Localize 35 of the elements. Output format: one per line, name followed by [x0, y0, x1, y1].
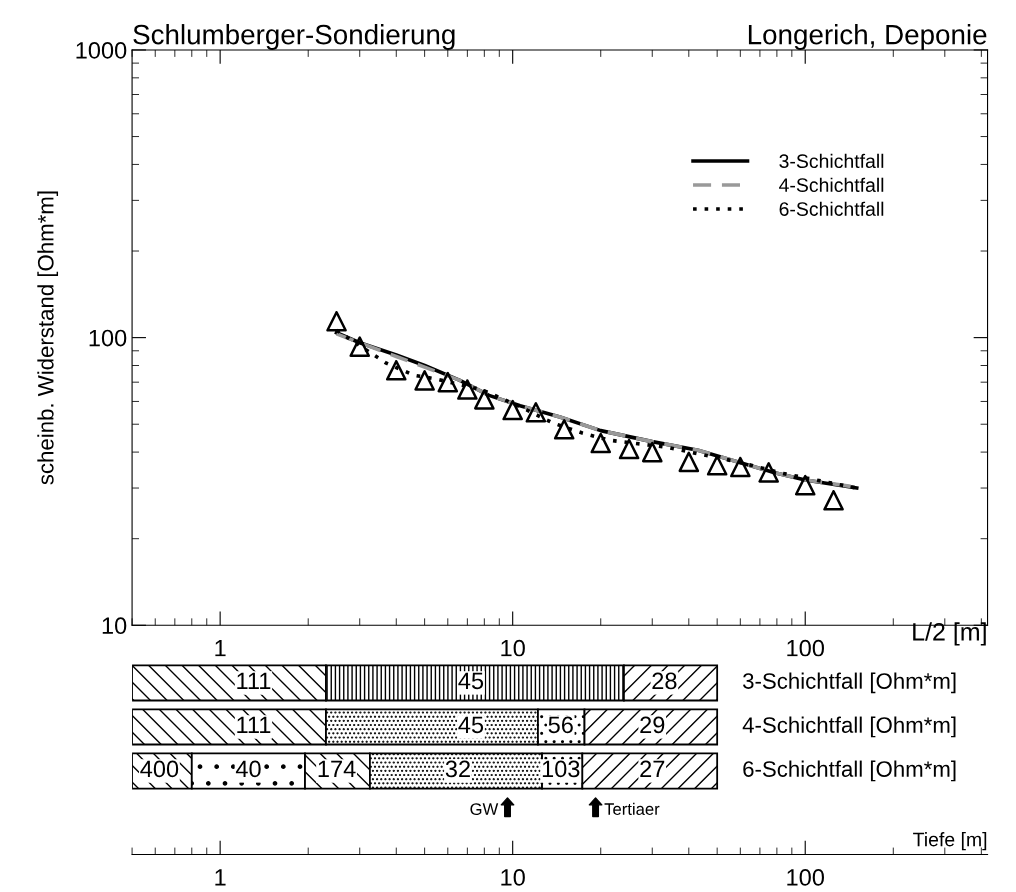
annotation: 27 — [640, 760, 665, 778]
legend-label: 6-Schichtfall — [779, 201, 884, 216]
annotation: GW — [470, 803, 499, 815]
annotation: 103 — [542, 760, 580, 778]
y-tick-label: 1000 — [76, 42, 127, 59]
y-tick-label: 3-Schichtfall [Ohm*m] — [743, 672, 956, 694]
x-tick-label: 100 — [787, 639, 824, 657]
annotation: 56 — [548, 716, 573, 734]
annotation: 400 — [140, 760, 179, 778]
annotation: 29 — [640, 716, 665, 734]
annotation: 111 — [237, 716, 271, 734]
annotation: 28 — [652, 672, 677, 690]
legend-label: 4-Schichtfall — [779, 177, 884, 192]
y-tick-label: 100 — [89, 329, 127, 347]
annotation: 45 — [458, 716, 484, 734]
x-tick-label: 10 — [501, 639, 525, 657]
x-tick-label: 10 — [501, 869, 525, 886]
annotation: 40 — [235, 760, 261, 778]
annotation: 45 — [458, 672, 484, 690]
y-tick-label: 10 — [102, 617, 127, 635]
x-tick-label: 100 — [787, 869, 824, 886]
legend-label: 3-Schichtfall — [779, 153, 884, 169]
x-tick-label: 1 — [215, 640, 226, 657]
y-tick-label: 6-Schichtfall [Ohm*m] — [743, 760, 956, 782]
x-tick-label: 1 — [215, 869, 226, 886]
annotation: 32 — [445, 760, 470, 778]
y-tick-label: 4-Schichtfall [Ohm*m] — [742, 716, 956, 738]
annotation: 174 — [318, 760, 356, 778]
annotation: Tertiaer — [604, 802, 660, 815]
x-axis-title: L/2 [m] — [913, 622, 986, 646]
annotation: 111 — [237, 672, 271, 690]
y-axis-title: scheinb. Widerstand [Ohm*m] — [37, 191, 59, 485]
chart-title: Schlumberger-Sondierung — [133, 24, 455, 50]
x-axis-title: Tiefe [m] — [913, 832, 987, 851]
chart-subtitle: Longerich, Deponie — [748, 24, 987, 50]
